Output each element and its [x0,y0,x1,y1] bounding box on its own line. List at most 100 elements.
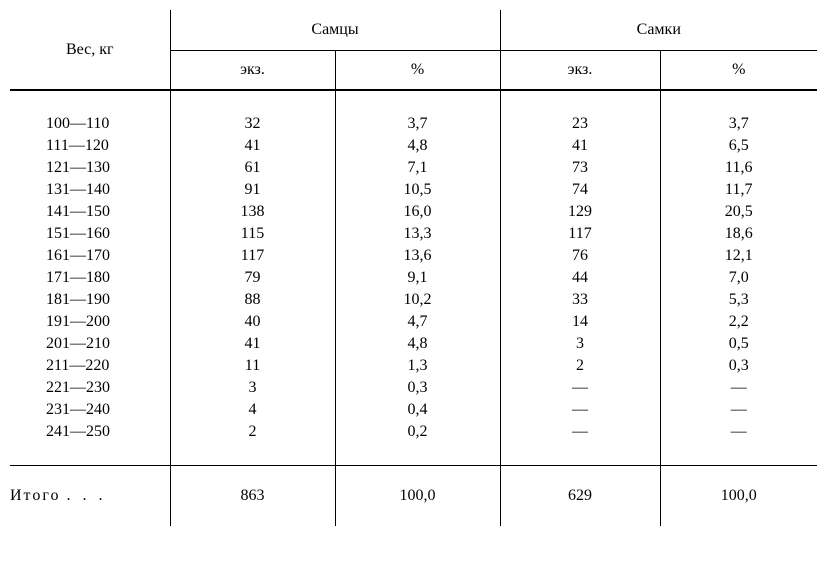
table-row: 151—16011513,311718,6 [10,223,817,245]
table-body: 100—110323,7233,7111—120414,8416,5121—13… [10,90,817,443]
cell-males-pct: 0,4 [335,399,500,421]
cell-males-ex: 91 [170,179,335,201]
cell-weight-range: 151—160 [10,223,170,245]
header-females-pct: % [660,51,817,91]
cell-females-pct: 0,5 [660,333,817,355]
cell-males-ex: 41 [170,333,335,355]
table-totals: Итого . . . 863 100,0 629 100,0 [10,443,817,526]
cell-females-ex: 2 [500,355,660,377]
totals-females-ex: 629 [500,466,660,527]
cell-females-ex: 44 [500,267,660,289]
cell-weight-range: 241—250 [10,421,170,443]
cell-females-pct: 18,6 [660,223,817,245]
table-row: 100—110323,7233,7 [10,113,817,135]
spacer-row [10,443,817,466]
totals-males-ex: 863 [170,466,335,527]
cell-males-pct: 10,5 [335,179,500,201]
cell-weight-range: 221—230 [10,377,170,399]
cell-females-ex: 41 [500,135,660,157]
table-row: 161—17011713,67612,1 [10,245,817,267]
cell-males-ex: 138 [170,201,335,223]
totals-females-pct: 100,0 [660,466,817,527]
cell-females-pct: 5,3 [660,289,817,311]
cell-weight-range: 161—170 [10,245,170,267]
cell-females-ex: 129 [500,201,660,223]
cell-males-pct: 7,1 [335,157,500,179]
totals-males-pct: 100,0 [335,466,500,527]
cell-males-ex: 88 [170,289,335,311]
cell-females-ex: 33 [500,289,660,311]
table-row: 191—200404,7142,2 [10,311,817,333]
data-table: Вес, кг Самцы Самки экз. % экз. % 100—11… [10,10,817,526]
cell-females-pct: — [660,377,817,399]
header-females: Самки [500,10,817,51]
cell-males-ex: 41 [170,135,335,157]
cell-males-pct: 13,3 [335,223,500,245]
cell-females-ex: 74 [500,179,660,201]
cell-females-pct: 11,6 [660,157,817,179]
table-row: 121—130617,17311,6 [10,157,817,179]
cell-males-pct: 10,2 [335,289,500,311]
table-row: 211—220111,320,3 [10,355,817,377]
table-row: 181—1908810,2335,3 [10,289,817,311]
cell-females-pct: 6,5 [660,135,817,157]
cell-males-ex: 32 [170,113,335,135]
cell-females-pct: 7,0 [660,267,817,289]
cell-females-ex: 14 [500,311,660,333]
header-males-ex: экз. [170,51,335,91]
table-row: 201—210414,830,5 [10,333,817,355]
cell-females-pct: 2,2 [660,311,817,333]
cell-females-pct: 0,3 [660,355,817,377]
cell-males-pct: 13,6 [335,245,500,267]
cell-weight-range: 141—150 [10,201,170,223]
table-row: 241—25020,2—— [10,421,817,443]
cell-females-pct: 11,7 [660,179,817,201]
cell-females-pct: 12,1 [660,245,817,267]
cell-females-ex: 3 [500,333,660,355]
spacer-row [10,90,817,113]
cell-females-ex: 117 [500,223,660,245]
cell-females-pct: — [660,421,817,443]
cell-males-pct: 0,2 [335,421,500,443]
cell-weight-range: 121—130 [10,157,170,179]
header-males: Самцы [170,10,500,51]
cell-males-pct: 0,3 [335,377,500,399]
cell-males-ex: 2 [170,421,335,443]
cell-males-ex: 11 [170,355,335,377]
cell-males-pct: 4,8 [335,135,500,157]
cell-weight-range: 231—240 [10,399,170,421]
cell-males-ex: 79 [170,267,335,289]
cell-males-pct: 1,3 [335,355,500,377]
cell-females-ex: — [500,399,660,421]
table-row: 131—1409110,57411,7 [10,179,817,201]
cell-males-ex: 117 [170,245,335,267]
header-females-ex: экз. [500,51,660,91]
cell-males-pct: 4,7 [335,311,500,333]
cell-females-pct: 3,7 [660,113,817,135]
cell-males-pct: 3,7 [335,113,500,135]
cell-weight-range: 111—120 [10,135,170,157]
cell-weight-range: 201—210 [10,333,170,355]
table-header: Вес, кг Самцы Самки экз. % экз. % [10,10,817,90]
cell-males-ex: 61 [170,157,335,179]
table-row: 111—120414,8416,5 [10,135,817,157]
cell-weight-range: 171—180 [10,267,170,289]
weight-distribution-table: Вес, кг Самцы Самки экз. % экз. % 100—11… [10,10,817,526]
cell-females-ex: — [500,377,660,399]
cell-weight-range: 100—110 [10,113,170,135]
table-row: 171—180799,1447,0 [10,267,817,289]
cell-females-ex: 73 [500,157,660,179]
table-row: 231—24040,4—— [10,399,817,421]
totals-row: Итого . . . 863 100,0 629 100,0 [10,466,817,527]
cell-males-pct: 16,0 [335,201,500,223]
cell-weight-range: 181—190 [10,289,170,311]
cell-females-pct: — [660,399,817,421]
header-weight: Вес, кг [10,10,170,90]
cell-weight-range: 211—220 [10,355,170,377]
cell-males-ex: 115 [170,223,335,245]
totals-label: Итого . . . [10,466,170,527]
cell-males-pct: 4,8 [335,333,500,355]
table-row: 221—23030,3—— [10,377,817,399]
cell-males-pct: 9,1 [335,267,500,289]
cell-males-ex: 4 [170,399,335,421]
